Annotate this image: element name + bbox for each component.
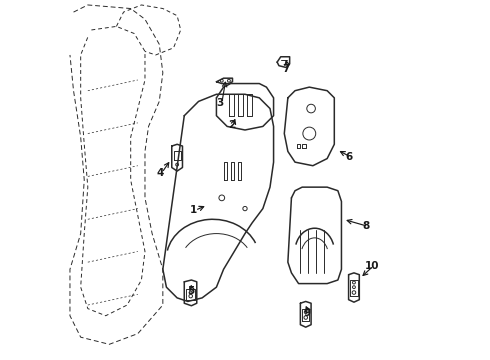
Text: 2: 2 <box>228 120 235 130</box>
Text: 5: 5 <box>187 287 195 296</box>
Text: 6: 6 <box>345 152 352 162</box>
Text: 7: 7 <box>282 64 290 74</box>
Text: 3: 3 <box>217 98 223 108</box>
Text: 8: 8 <box>363 221 370 231</box>
Text: 10: 10 <box>365 261 379 271</box>
Text: 1: 1 <box>190 205 197 215</box>
Text: 9: 9 <box>304 308 311 318</box>
Text: 4: 4 <box>156 168 164 178</box>
